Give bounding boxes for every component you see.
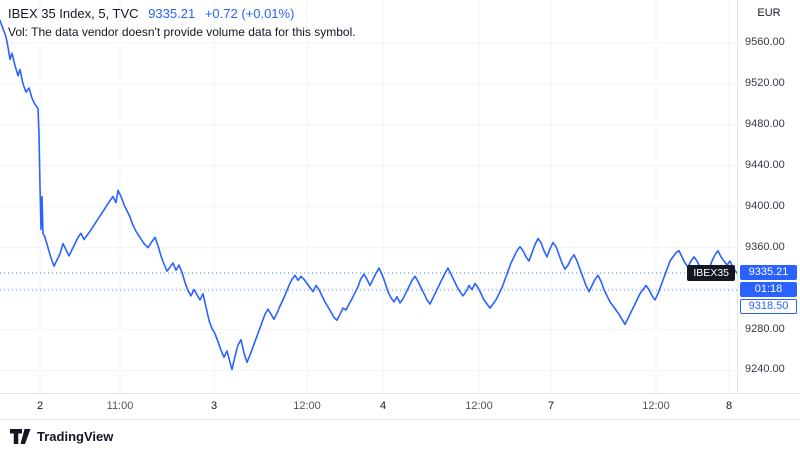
tradingview-logo[interactable]: TradingView bbox=[10, 429, 113, 444]
price-tick: 9440.00 bbox=[745, 158, 785, 171]
time-tick: 8 bbox=[725, 400, 733, 412]
time-tick: 4 bbox=[379, 400, 387, 412]
time-tick: 7 bbox=[547, 400, 555, 412]
legend-last-price: 9335.21 bbox=[148, 6, 196, 21]
price-tick: 9280.00 bbox=[745, 322, 785, 335]
tradingview-logo-text: TradingView bbox=[37, 429, 114, 444]
price-line-chart bbox=[0, 0, 737, 393]
symbol-price-tag: IBEX35 bbox=[687, 265, 735, 282]
chart-legend: IBEX 35 Index, 5, TVC 9335.21 +0.72 (+0.… bbox=[8, 6, 356, 40]
bottom-toolbar: TradingView bbox=[0, 419, 800, 454]
last-price-badge: 9335.21 bbox=[740, 265, 797, 281]
currency-button[interactable]: EUR bbox=[757, 7, 781, 19]
time-tick: 3 bbox=[210, 400, 218, 412]
time-tick: 12:00 bbox=[465, 400, 493, 412]
legend-price-change: +0.72 (+0.01%) bbox=[204, 6, 295, 21]
price-tick: 9560.00 bbox=[745, 35, 785, 48]
time-axis[interactable]: 2 11:00 3 12:00 4 12:00 7 12:00 8 bbox=[0, 393, 800, 420]
prev-close-label: 9318.50 bbox=[740, 299, 797, 315]
price-tick: 9240.00 bbox=[745, 363, 785, 376]
price-tick: 9400.00 bbox=[745, 199, 785, 212]
price-tick: 9520.00 bbox=[745, 76, 785, 89]
price-tick: 9480.00 bbox=[745, 117, 785, 130]
tradingview-logo-icon bbox=[10, 429, 31, 444]
price-axis[interactable]: EUR 9560.00 9520.00 9480.00 9440.00 9400.00 9… bbox=[738, 0, 800, 393]
volume-note: Vol: The data vendor doesn't provide vol… bbox=[8, 25, 356, 40]
time-tick: 12:00 bbox=[642, 400, 670, 412]
symbol-title[interactable]: IBEX 35 Index, 5, TVC bbox=[8, 6, 139, 21]
time-tick: 12:00 bbox=[293, 400, 321, 412]
chart-plot-area[interactable]: IBEX 35 Index, 5, TVC 9335.21 +0.72 (+0.… bbox=[0, 0, 738, 393]
time-tick: 11:00 bbox=[106, 400, 134, 412]
time-tick: 2 bbox=[36, 400, 44, 412]
price-tick: 9360.00 bbox=[745, 240, 785, 253]
bar-countdown-badge: 01:18 bbox=[740, 282, 797, 298]
